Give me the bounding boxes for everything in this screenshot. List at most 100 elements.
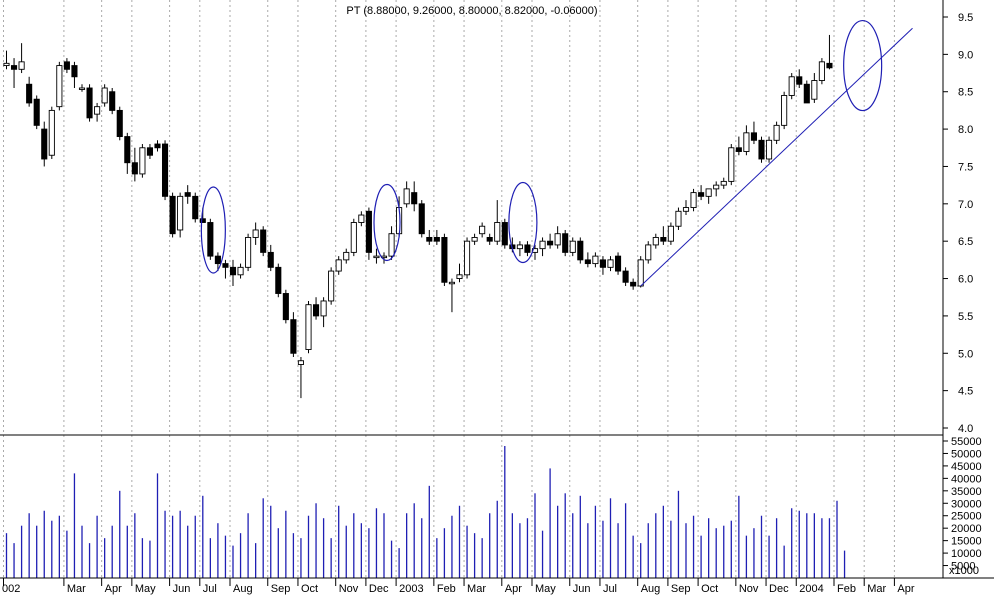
volume-tick-label: 5000	[951, 561, 975, 573]
date-tick-label: 2003	[399, 583, 423, 595]
date-tick-label: Apr	[505, 583, 522, 595]
candle	[539, 237, 546, 257]
date-tick-label: Feb	[437, 583, 456, 595]
candle	[675, 207, 682, 230]
volume-tick-label: 30000	[951, 498, 982, 510]
candle-body	[547, 240, 554, 246]
candle-body	[328, 270, 335, 302]
candle	[94, 102, 101, 122]
candle	[637, 256, 644, 288]
candle	[245, 233, 252, 272]
candle	[599, 256, 606, 275]
candle-body	[297, 360, 305, 365]
candle	[660, 226, 667, 245]
date-tick-label: Sep	[271, 583, 291, 595]
price-tick-label: 8.5	[958, 87, 973, 99]
candle-body	[214, 255, 221, 265]
candle-body	[313, 304, 320, 317]
candle	[448, 278, 456, 313]
candle	[554, 226, 561, 249]
candle-body	[622, 270, 629, 283]
candle	[433, 229, 440, 245]
candle	[652, 233, 659, 249]
volume-tick-label: 45000	[951, 461, 982, 473]
candle-body	[154, 143, 161, 149]
candle-body	[139, 147, 146, 175]
candle-body	[630, 281, 637, 287]
candle	[267, 244, 274, 272]
date-tick-label: Mar	[67, 583, 86, 595]
candle-body	[26, 83, 33, 104]
annotations	[200, 19, 913, 287]
candle	[109, 87, 116, 115]
candle	[471, 233, 478, 245]
candle	[418, 200, 425, 238]
candle-body	[282, 293, 289, 321]
candle-body	[728, 147, 735, 182]
candle-body	[71, 65, 78, 78]
date-tick-label: Nov	[339, 583, 359, 595]
candle	[275, 263, 282, 298]
candle-body	[403, 188, 410, 205]
price-tick-label: 4.5	[958, 386, 973, 398]
date-tick-label: Sep	[671, 583, 691, 595]
candle	[456, 263, 463, 283]
candle	[305, 300, 312, 354]
candle-body	[637, 259, 644, 287]
candle	[781, 91, 788, 130]
candle	[690, 188, 697, 212]
candle	[252, 222, 259, 245]
candle	[169, 192, 176, 238]
date-tick-label: Mar	[867, 583, 886, 595]
candle	[184, 185, 191, 204]
candle	[350, 218, 357, 257]
date-tick-label: Jun	[573, 583, 591, 595]
candle	[479, 222, 486, 238]
candle	[154, 140, 161, 152]
candle	[486, 233, 493, 245]
candle-body	[743, 132, 750, 152]
candle	[139, 144, 146, 178]
candle-body	[667, 225, 674, 242]
candle-body	[584, 259, 591, 265]
candle	[335, 256, 342, 275]
candle-body	[577, 240, 584, 261]
candle-body	[486, 236, 493, 242]
volume-tick-label: 10000	[951, 548, 982, 560]
candle-body	[652, 236, 659, 246]
candle-body	[199, 218, 206, 223]
candle-body	[471, 236, 478, 242]
candle	[464, 237, 471, 279]
date-tick-label: Apr	[897, 583, 914, 595]
candle	[373, 248, 380, 264]
candle-body	[615, 255, 622, 272]
candle-body	[63, 61, 70, 70]
candle-body	[524, 244, 531, 253]
candle-body	[773, 124, 780, 141]
candle-body	[388, 233, 395, 257]
candle	[63, 58, 70, 74]
candle-body	[826, 62, 833, 69]
candle	[177, 192, 184, 238]
candle	[282, 289, 289, 324]
candle-body	[592, 255, 599, 265]
candle	[796, 69, 803, 88]
date-tick-label: May	[135, 583, 156, 595]
candle	[358, 211, 365, 227]
date-tick-label: Jul	[603, 583, 617, 595]
candle-body	[803, 83, 810, 104]
candle	[192, 192, 199, 223]
price-tick-label: 7.0	[958, 199, 973, 211]
candle-body	[705, 188, 712, 197]
candle	[728, 144, 735, 186]
volume-bars	[5, 445, 846, 578]
candle-body	[539, 240, 546, 250]
volume-tick-label: 20000	[951, 523, 982, 535]
candle-body	[660, 236, 667, 242]
candles	[3, 34, 833, 399]
candle	[18, 43, 25, 74]
price-tick-label: 5.0	[958, 348, 973, 360]
candle-body	[373, 255, 380, 259]
candle	[584, 252, 591, 268]
grid-lines	[3, 0, 895, 578]
